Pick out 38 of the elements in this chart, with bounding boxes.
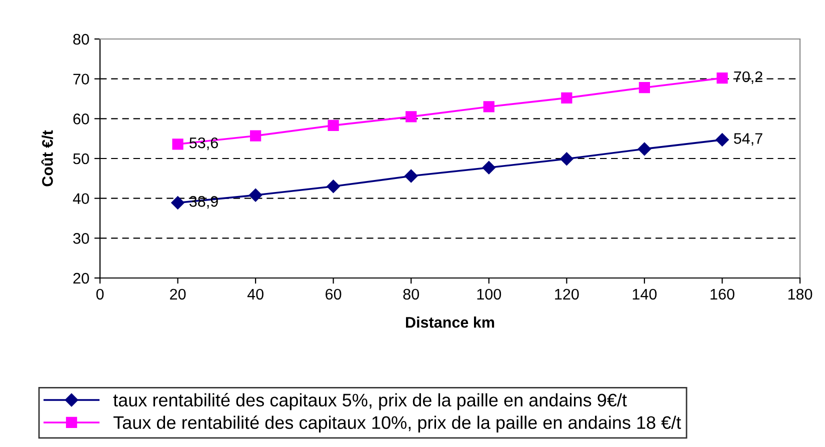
x-tick-label: 40 <box>247 288 264 300</box>
x-tick-label: 60 <box>326 288 342 300</box>
x-tick-label: 20 <box>170 288 186 300</box>
point <box>326 180 340 193</box>
x-axis-title: Distance km <box>406 316 494 328</box>
y-tick-label: 30 <box>73 233 89 244</box>
y-tick-label: 50 <box>73 153 89 164</box>
point <box>638 142 652 156</box>
point <box>483 101 494 112</box>
point <box>638 82 650 94</box>
point <box>404 169 418 183</box>
point <box>172 138 184 150</box>
y-tick-label: 60 <box>73 114 89 124</box>
x-tick-label: 120 <box>555 288 579 300</box>
y-axis-title: Coût €/t <box>41 130 54 186</box>
y-tick-label: 70 <box>73 74 89 85</box>
y-tick-label: 80 <box>73 34 89 45</box>
point <box>248 188 262 202</box>
x-tick-label: 100 <box>477 288 502 300</box>
y-tick-label: 40 <box>72 193 89 204</box>
legend-label: Taux de rentabilité des capitaux 10%, prix de la paille en andains 18 €/t <box>113 416 682 433</box>
point <box>250 130 262 142</box>
point <box>406 111 417 122</box>
legend-label: taux rentabilité des capitaux 5%, prix de la paille en andains 9€/t <box>113 393 627 410</box>
x-tick-label: 160 <box>710 288 734 300</box>
point <box>561 92 572 104</box>
x-tick-label: 80 <box>403 288 420 300</box>
point <box>482 161 496 174</box>
x-tick-label: 0 <box>96 288 104 300</box>
y-tick-label: 20 <box>73 272 89 284</box>
point <box>171 196 184 210</box>
point <box>716 72 728 84</box>
data-label: 54,7 <box>734 133 762 146</box>
point <box>716 133 729 146</box>
x-tick-label: 180 <box>788 288 812 300</box>
x-tick-label: 140 <box>632 288 657 300</box>
point <box>560 152 574 166</box>
point <box>328 120 339 131</box>
